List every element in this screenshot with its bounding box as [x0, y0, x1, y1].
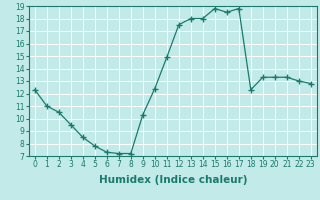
X-axis label: Humidex (Indice chaleur): Humidex (Indice chaleur) — [99, 175, 247, 185]
